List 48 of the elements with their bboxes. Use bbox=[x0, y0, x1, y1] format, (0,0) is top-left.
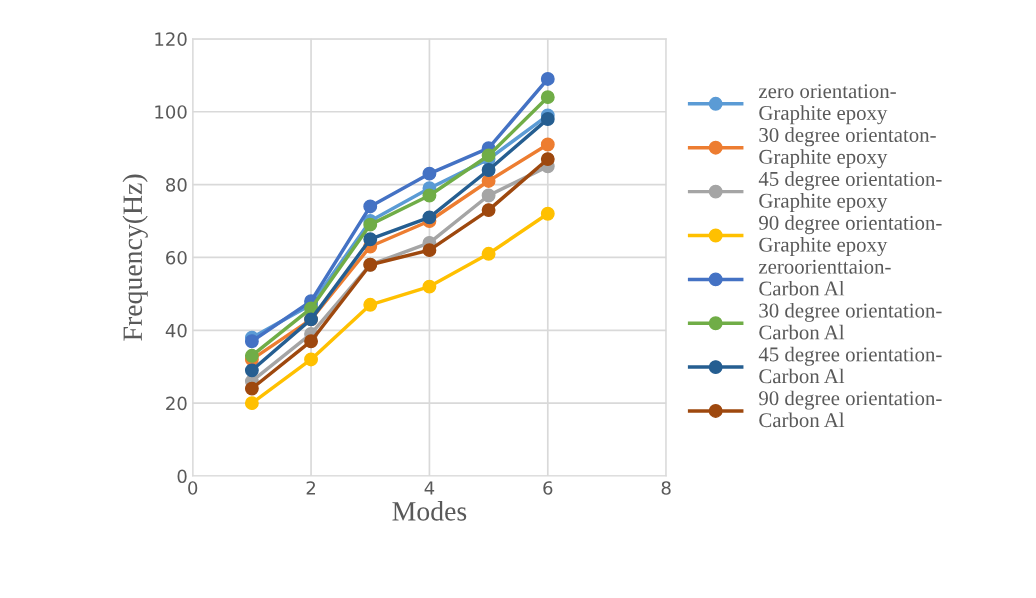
y-tick-label: 80 bbox=[166, 178, 187, 192]
point bbox=[540, 152, 555, 167]
point bbox=[422, 188, 437, 203]
x-tick-label: 4 bbox=[424, 481, 435, 495]
point bbox=[244, 381, 259, 396]
y-tick-label: 60 bbox=[166, 250, 187, 265]
legend-label: zeroorienttaion- Carbon Al bbox=[758, 259, 891, 296]
point bbox=[422, 243, 437, 258]
point bbox=[540, 71, 555, 86]
point bbox=[244, 363, 259, 378]
point bbox=[481, 163, 496, 177]
x-tick-label: 8 bbox=[661, 481, 671, 495]
legend-label: 90 degree orientation- Carbon Al bbox=[759, 390, 942, 428]
point bbox=[363, 199, 378, 214]
y-tick-label: 40 bbox=[165, 323, 187, 338]
legend-label: zero orientation- Graphite epoxy bbox=[758, 84, 896, 125]
y-axis-title: Frequency(Hz) bbox=[122, 174, 148, 341]
point bbox=[363, 217, 378, 232]
point bbox=[481, 246, 496, 261]
y-tick-label: 100 bbox=[155, 105, 187, 119]
legend-label: 30 degree orientation- Carbon Al bbox=[759, 302, 942, 340]
point bbox=[244, 348, 259, 363]
point bbox=[304, 352, 319, 367]
x-tick-label: 6 bbox=[543, 481, 553, 495]
point bbox=[481, 148, 496, 163]
x-tick-label: 2 bbox=[306, 481, 315, 495]
legend-label: 30 degree orientaton- Graphite epoxy bbox=[759, 127, 936, 169]
point bbox=[304, 334, 319, 349]
point bbox=[422, 279, 437, 294]
x-axis-title: Modes bbox=[392, 501, 467, 521]
point bbox=[540, 90, 555, 105]
point bbox=[540, 137, 555, 152]
point bbox=[481, 188, 496, 203]
legend-label: 45 degree orientation- Graphite epoxy bbox=[758, 171, 942, 213]
x-tick-label: 0 bbox=[188, 481, 198, 495]
point bbox=[422, 210, 437, 225]
point bbox=[481, 203, 496, 218]
point bbox=[540, 112, 555, 126]
point bbox=[244, 396, 259, 411]
point bbox=[244, 334, 259, 349]
y-tick-label: 20 bbox=[166, 396, 187, 411]
legend-label: 45 degree orientation- Carbon Al bbox=[758, 346, 942, 384]
y-tick-label: 120 bbox=[155, 32, 187, 46]
point bbox=[363, 297, 378, 312]
point bbox=[363, 232, 378, 247]
point bbox=[540, 206, 555, 221]
point bbox=[422, 166, 437, 181]
y-tick-label: 0 bbox=[177, 469, 187, 484]
